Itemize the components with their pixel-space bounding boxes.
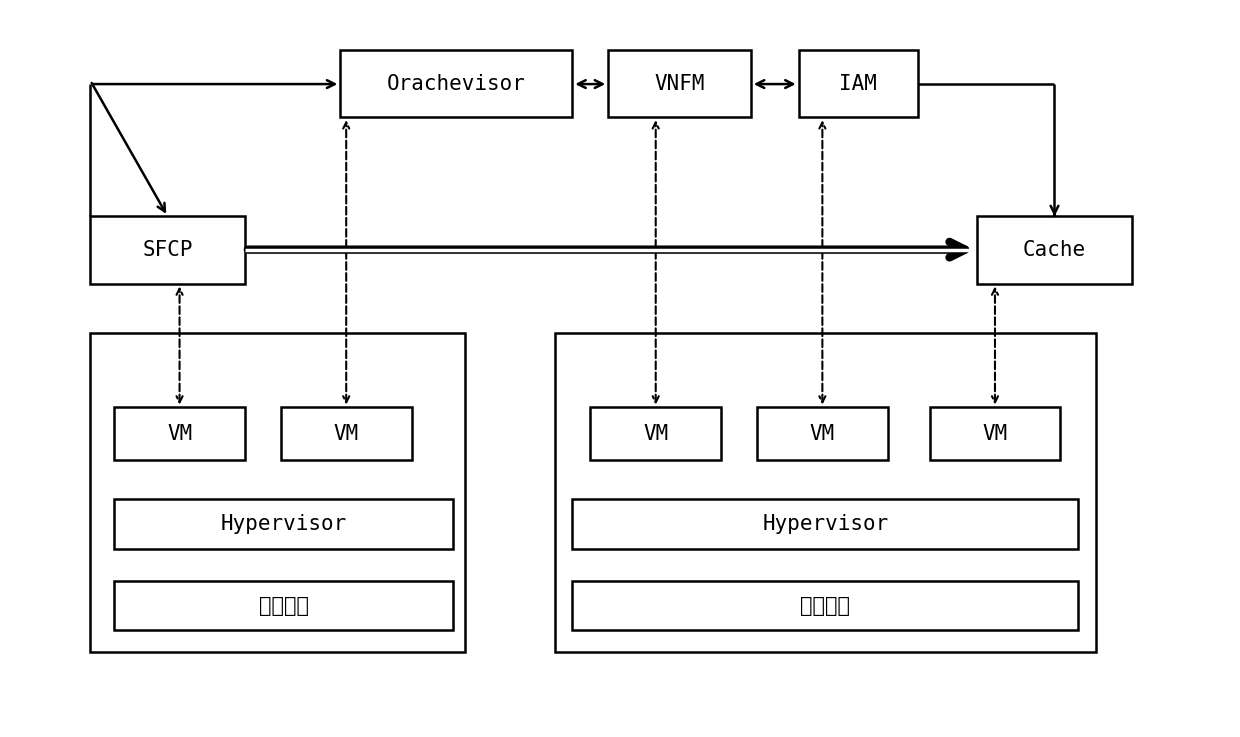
FancyBboxPatch shape xyxy=(930,408,1060,461)
FancyBboxPatch shape xyxy=(756,408,888,461)
FancyBboxPatch shape xyxy=(554,333,1096,652)
FancyBboxPatch shape xyxy=(114,581,454,630)
Text: VM: VM xyxy=(167,424,192,444)
FancyBboxPatch shape xyxy=(340,50,573,117)
FancyBboxPatch shape xyxy=(573,581,1079,630)
Text: IAM: IAM xyxy=(839,74,877,94)
Text: Cache: Cache xyxy=(1023,240,1086,260)
FancyBboxPatch shape xyxy=(977,217,1132,284)
Text: VNFM: VNFM xyxy=(655,74,704,94)
FancyBboxPatch shape xyxy=(799,50,918,117)
Text: 硬件资源: 硬件资源 xyxy=(259,595,309,615)
Text: VM: VM xyxy=(982,424,1008,444)
FancyBboxPatch shape xyxy=(91,333,465,652)
Text: VM: VM xyxy=(810,424,835,444)
Text: 硬件资源: 硬件资源 xyxy=(800,595,851,615)
FancyBboxPatch shape xyxy=(91,217,246,284)
FancyBboxPatch shape xyxy=(590,408,722,461)
Text: SFCP: SFCP xyxy=(143,240,193,260)
Text: Hypervisor: Hypervisor xyxy=(221,514,347,534)
Text: Hypervisor: Hypervisor xyxy=(763,514,889,534)
Text: Orachevisor: Orachevisor xyxy=(387,74,526,94)
Text: VM: VM xyxy=(334,424,358,444)
FancyBboxPatch shape xyxy=(114,408,246,461)
FancyBboxPatch shape xyxy=(573,500,1079,549)
FancyBboxPatch shape xyxy=(114,500,454,549)
FancyBboxPatch shape xyxy=(608,50,751,117)
FancyBboxPatch shape xyxy=(280,408,412,461)
Text: VM: VM xyxy=(644,424,668,444)
